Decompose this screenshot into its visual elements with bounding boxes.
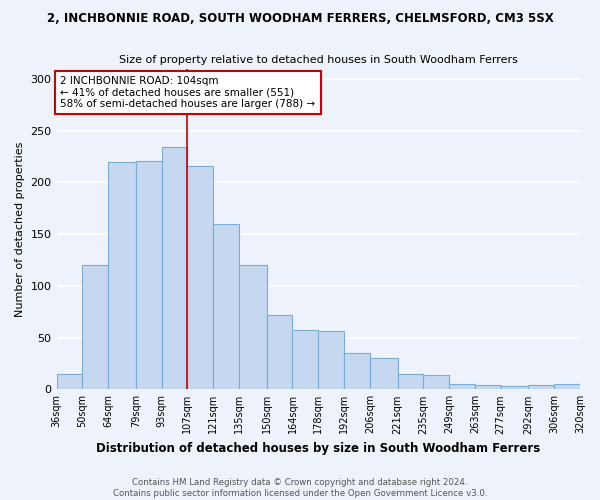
- Y-axis label: Number of detached properties: Number of detached properties: [15, 141, 25, 316]
- Bar: [344, 353, 370, 390]
- Bar: [292, 330, 318, 390]
- Bar: [449, 384, 475, 390]
- Bar: [266, 315, 292, 390]
- Bar: [554, 384, 580, 390]
- Bar: [398, 374, 424, 390]
- Bar: [318, 332, 344, 390]
- Bar: [161, 147, 187, 390]
- Text: 2, INCHBONNIE ROAD, SOUTH WOODHAM FERRERS, CHELMSFORD, CM3 5SX: 2, INCHBONNIE ROAD, SOUTH WOODHAM FERRER…: [47, 12, 553, 26]
- Bar: [239, 265, 266, 390]
- Bar: [475, 385, 501, 390]
- Bar: [136, 160, 161, 390]
- Text: Contains HM Land Registry data © Crown copyright and database right 2024.
Contai: Contains HM Land Registry data © Crown c…: [113, 478, 487, 498]
- Bar: [370, 358, 398, 390]
- Bar: [424, 375, 449, 390]
- Bar: [187, 166, 213, 390]
- Bar: [56, 374, 82, 390]
- Bar: [501, 386, 529, 390]
- Bar: [529, 385, 554, 390]
- Title: Size of property relative to detached houses in South Woodham Ferrers: Size of property relative to detached ho…: [119, 55, 518, 65]
- Text: 2 INCHBONNIE ROAD: 104sqm
← 41% of detached houses are smaller (551)
58% of semi: 2 INCHBONNIE ROAD: 104sqm ← 41% of detac…: [60, 76, 316, 109]
- X-axis label: Distribution of detached houses by size in South Woodham Ferrers: Distribution of detached houses by size …: [96, 442, 541, 455]
- Bar: [213, 224, 239, 390]
- Bar: [108, 162, 136, 390]
- Bar: [82, 265, 108, 390]
